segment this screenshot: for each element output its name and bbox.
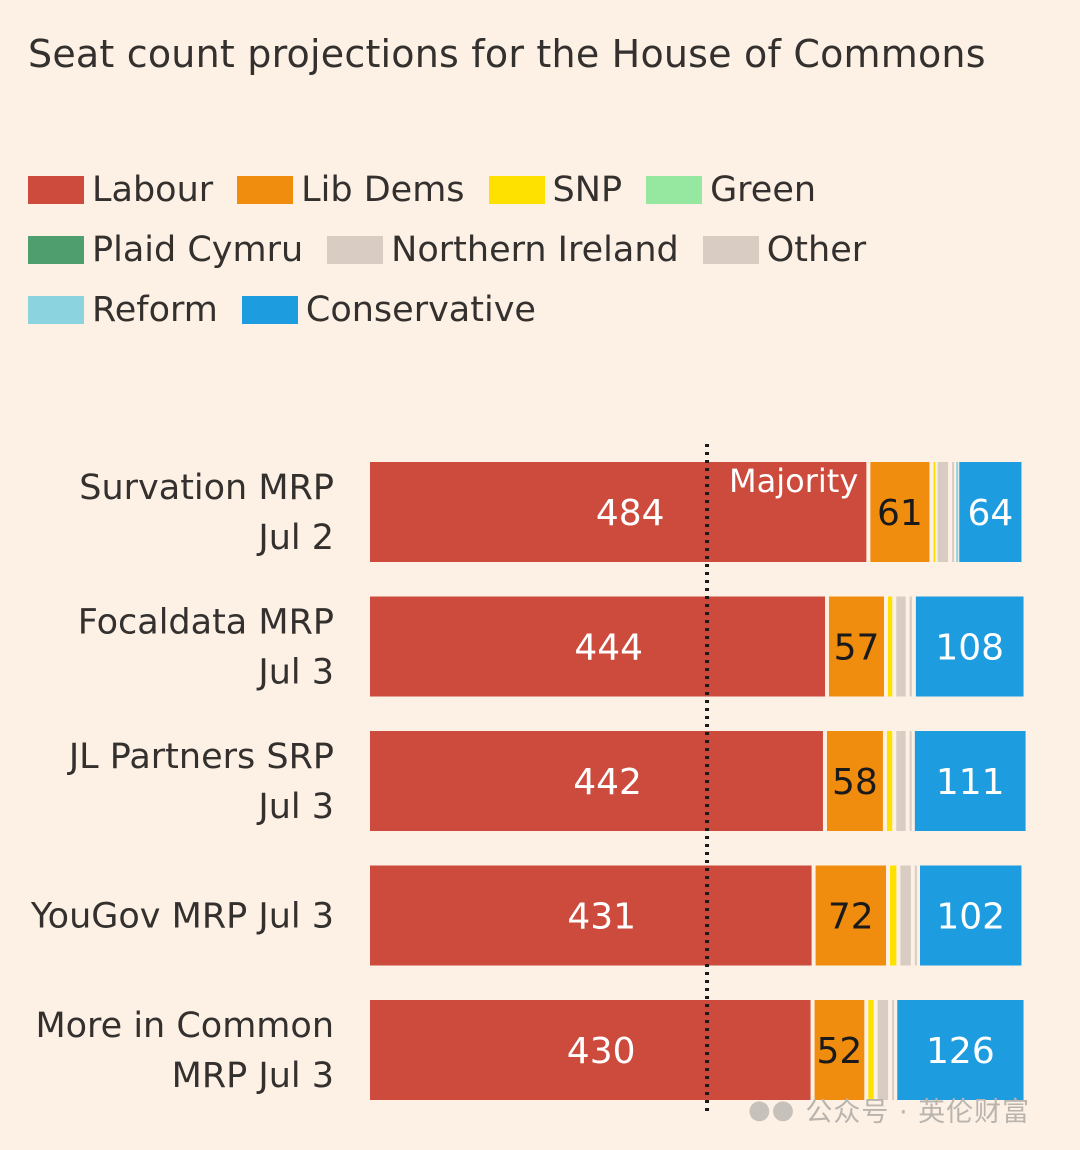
legend-swatch xyxy=(702,236,759,264)
watermark: ●● 公众号 · 英伦财富 xyxy=(748,1090,1030,1129)
bar-lib-dems xyxy=(815,865,887,966)
legend-swatch xyxy=(327,236,384,264)
legend-label: Labour xyxy=(92,170,214,210)
bar-other xyxy=(909,731,912,831)
data-label: 444 xyxy=(574,628,643,669)
wechat-icon: ●● xyxy=(748,1094,796,1125)
data-label: 102 xyxy=(936,897,1005,938)
data-label: 64 xyxy=(967,493,1013,534)
bar-conservative xyxy=(959,462,1022,562)
category-label: Jul 3 xyxy=(256,787,334,827)
category-label: YouGov MRP Jul 3 xyxy=(30,897,334,937)
bar-snp xyxy=(933,462,936,562)
bar-snp xyxy=(868,1000,874,1100)
data-label: 484 xyxy=(596,493,665,534)
bar-lib-dems xyxy=(826,731,883,831)
legend-item-green: Green xyxy=(646,168,816,212)
legend-swatch xyxy=(646,176,703,204)
legend-label: Other xyxy=(766,230,867,270)
legend-item-other: Other xyxy=(702,228,867,272)
data-label: 72 xyxy=(828,897,874,938)
bar-northern-ireland xyxy=(896,731,906,831)
legend-item-labour: Labour xyxy=(28,168,213,212)
watermark-text: 公众号 · 英伦财富 xyxy=(805,1097,1031,1128)
bar-reform xyxy=(956,462,959,562)
category-label: Jul 2 xyxy=(256,518,334,558)
stacked-bar-chart: Survation MRP Jul 2 484 61 64 Focaldata MRP Ju… xyxy=(30,444,1026,1114)
legend-label: Plaid Cymru xyxy=(92,230,304,270)
bar-other xyxy=(892,1000,895,1100)
bar-lib-dems xyxy=(870,462,930,562)
legend-label: Conservative xyxy=(305,290,536,330)
legend-label: Northern Ireland xyxy=(391,230,679,270)
bar-snp xyxy=(890,865,897,966)
bar-conservative xyxy=(914,731,1026,831)
data-label: 111 xyxy=(936,762,1005,803)
bar-other xyxy=(952,462,955,562)
legend-swatch xyxy=(28,236,84,264)
bar-other xyxy=(914,865,917,966)
bar-conservative xyxy=(915,596,1024,697)
chart-title: Seat count projections for the House of … xyxy=(28,32,986,76)
category-label: More in Common xyxy=(35,1006,334,1046)
legend-item-plaid-cymru: Plaid Cymru xyxy=(28,228,303,272)
bar-northern-ireland xyxy=(900,865,911,966)
data-label: 57 xyxy=(834,628,880,669)
bar-labour xyxy=(370,1000,811,1100)
majority-label: Majority xyxy=(729,462,858,500)
data-label: 442 xyxy=(573,762,642,803)
legend-swatch xyxy=(28,176,84,204)
legend-swatch xyxy=(237,176,294,204)
bar-labour xyxy=(370,462,867,562)
data-label: 108 xyxy=(935,628,1004,669)
bar-conservative xyxy=(897,1000,1024,1100)
bar-other xyxy=(909,596,912,697)
bar-northern-ireland xyxy=(937,462,949,562)
category-label: MRP Jul 3 xyxy=(172,1056,334,1096)
data-label: 431 xyxy=(567,897,636,938)
bar-northern-ireland xyxy=(896,596,906,697)
legend-item-lib-dems: Lib Dems xyxy=(237,168,465,212)
legend-label: Lib Dems xyxy=(301,170,465,210)
category-label: Focaldata MRP xyxy=(78,603,334,643)
bar-snp xyxy=(886,731,893,831)
legend-swatch xyxy=(488,176,545,204)
legend-swatch xyxy=(241,296,298,324)
category-label: JL Partners SRP xyxy=(67,737,334,777)
bar-conservative xyxy=(920,865,1022,966)
legend-item-conservative: Conservative xyxy=(241,288,536,332)
chart-legend: Labour Lib Dems SNP Green Plaid Cymru Norther… xyxy=(28,168,1058,332)
legend-label: Green xyxy=(710,170,817,210)
bar-lib-dems xyxy=(814,1000,865,1100)
data-label: 126 xyxy=(926,1031,995,1072)
bar-labour xyxy=(370,596,826,697)
bar-lib-dems xyxy=(829,596,884,697)
legend-item-northern-ireland: Northern Ireland xyxy=(327,228,679,272)
data-label: 58 xyxy=(832,762,878,803)
legend-item-snp: SNP xyxy=(488,168,623,212)
legend-swatch xyxy=(28,296,84,324)
legend-label: Reform xyxy=(92,290,218,330)
data-label: 430 xyxy=(567,1031,636,1072)
legend-item-reform: Reform xyxy=(28,288,218,332)
data-label: 61 xyxy=(877,493,923,534)
category-label: Jul 3 xyxy=(256,653,334,693)
category-label: Survation MRP xyxy=(79,468,334,508)
bar-labour xyxy=(370,731,823,831)
bar-snp xyxy=(887,596,893,697)
legend-label: SNP xyxy=(552,170,623,210)
bar-northern-ireland xyxy=(877,1000,889,1100)
bar-labour xyxy=(370,865,812,966)
data-label: 52 xyxy=(817,1031,863,1072)
